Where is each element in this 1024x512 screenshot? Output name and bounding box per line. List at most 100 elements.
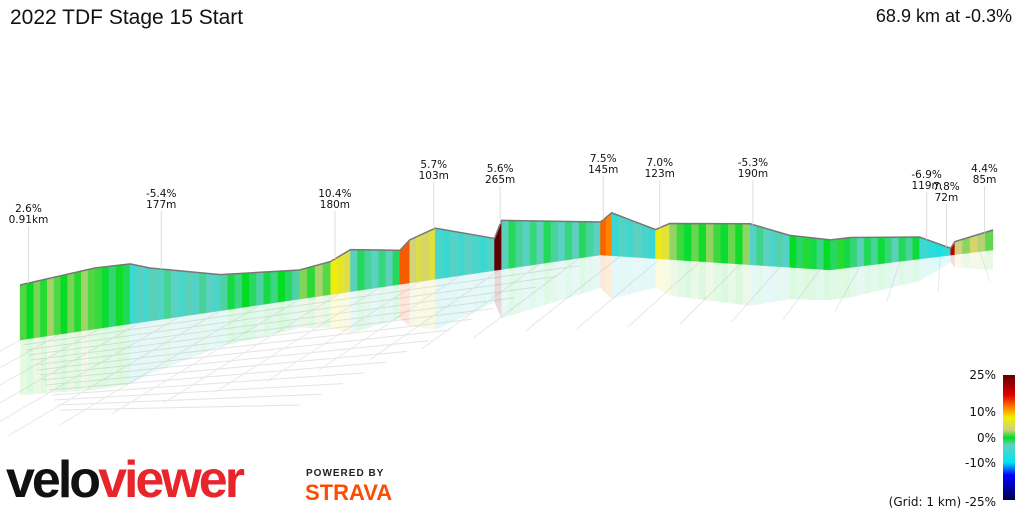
- reflection-segment: [270, 302, 279, 335]
- gradient-segment: [163, 269, 172, 320]
- annotation-gradient: -5.3%: [738, 157, 768, 169]
- reflection-segment: [529, 264, 537, 310]
- gradient-segment: [143, 266, 151, 323]
- gradient-segment: [919, 236, 928, 260]
- reflection-segment: [385, 285, 393, 323]
- reflection-segment: [164, 317, 172, 369]
- reflection-segment: [81, 330, 89, 391]
- gradient-segment: [343, 249, 351, 293]
- reflection-segment: [20, 339, 27, 395]
- reflection-segment: [735, 263, 743, 305]
- gradient-segment: [434, 227, 443, 280]
- gradient-segment: [378, 249, 386, 288]
- reflection-segment: [199, 312, 207, 355]
- gradient-segment: [727, 223, 736, 265]
- reflection-segment: [88, 329, 95, 391]
- gradient-segment: [816, 238, 824, 270]
- reflection-segment: [600, 255, 607, 294]
- gradient-segment: [789, 235, 797, 269]
- gradient-segment: [227, 273, 236, 310]
- gradient-segment: [571, 221, 580, 260]
- reflection-segment: [684, 260, 692, 299]
- reflection-segment: [494, 269, 502, 319]
- annotation-gradient: -5.4%: [146, 188, 176, 200]
- reflection-segment: [912, 259, 920, 283]
- grid-line: [834, 266, 861, 312]
- gradient-segment: [81, 269, 89, 332]
- gradient-segment: [823, 239, 831, 271]
- scale-label-0: 0%: [976, 431, 996, 445]
- gradient-segment: [472, 234, 480, 274]
- gradient-segment: [299, 267, 308, 300]
- annotation-gradient: 2.6%: [15, 203, 42, 215]
- grid-line: [51, 372, 365, 396]
- annotation-length: 123m: [645, 168, 675, 180]
- gradient-segment: [213, 273, 221, 312]
- gradient-segment: [26, 281, 34, 340]
- gradient-segment: [285, 270, 293, 302]
- gradient-segment: [357, 249, 365, 291]
- grid-line: [48, 361, 386, 391]
- gradient-segment: [705, 223, 714, 263]
- gradient-segment: [449, 230, 458, 278]
- grid-line: [57, 393, 322, 406]
- annotation-gradient: 7.5%: [590, 153, 617, 165]
- reflection-segment: [593, 255, 601, 291]
- gradient-segment: [277, 270, 286, 303]
- profile-ridge-line: [19, 211, 994, 286]
- gradient-segment: [67, 272, 75, 334]
- reflection-segment: [803, 268, 811, 300]
- reflection-segment: [416, 281, 423, 329]
- grid-line: [59, 304, 261, 426]
- logo-viewer: viewer: [98, 451, 245, 509]
- reflection-segment: [330, 293, 338, 330]
- gradient-segment: [836, 238, 844, 270]
- reflection-segment: [871, 264, 879, 293]
- reflection-segment: [919, 258, 928, 282]
- annotation-length: 85m: [973, 174, 997, 186]
- reflection-segment: [927, 257, 936, 277]
- reflection-segment: [789, 267, 797, 300]
- reflection-segment: [962, 252, 971, 269]
- reflection-segment: [457, 274, 465, 320]
- gradient-segment: [769, 229, 777, 267]
- gradient-segment: [149, 267, 158, 322]
- gradient-segment: [912, 236, 920, 261]
- grid-line: [473, 257, 581, 339]
- grid-line: [0, 333, 61, 369]
- profile-reflection: [20, 250, 993, 395]
- annotation-gradient: -6.9%: [911, 169, 941, 181]
- scale-label-25: 25%: [969, 368, 996, 382]
- gradient-segment: [241, 272, 250, 308]
- gradient-segment: [108, 265, 117, 328]
- gradient-segment: [399, 239, 410, 285]
- grid-line: [28, 286, 536, 356]
- grid-note: (Grid: 1 km): [888, 495, 962, 509]
- reflection-segment: [156, 318, 165, 372]
- gradient-segment: [713, 223, 722, 264]
- gradient-segment: [593, 221, 601, 257]
- gradient-segment: [415, 233, 423, 283]
- gradient-segment: [371, 249, 379, 289]
- reflection-segment: [837, 268, 844, 300]
- gradient-segment: [809, 237, 818, 270]
- reflection-segment: [626, 256, 634, 296]
- reflection-segment: [676, 260, 685, 298]
- reflection-segment: [950, 254, 955, 268]
- gradient-segment: [843, 237, 851, 269]
- grid-line: [782, 269, 821, 320]
- gradient-segment: [655, 226, 663, 260]
- grid-line: [679, 263, 741, 325]
- reflection-segment: [26, 338, 34, 395]
- reflection-segment: [242, 306, 250, 342]
- reflection-segment: [249, 305, 257, 340]
- reflection-segment: [776, 266, 784, 302]
- annotation-gradient: 7.0%: [646, 157, 673, 169]
- gradient-segment: [156, 268, 165, 321]
- grid-line: [111, 298, 301, 415]
- annotation-length: 145m: [588, 164, 618, 176]
- reflection-segment: [823, 269, 831, 300]
- gradient-segment: [33, 280, 41, 339]
- reflection-segment: [508, 267, 516, 317]
- grid-line: [214, 286, 381, 393]
